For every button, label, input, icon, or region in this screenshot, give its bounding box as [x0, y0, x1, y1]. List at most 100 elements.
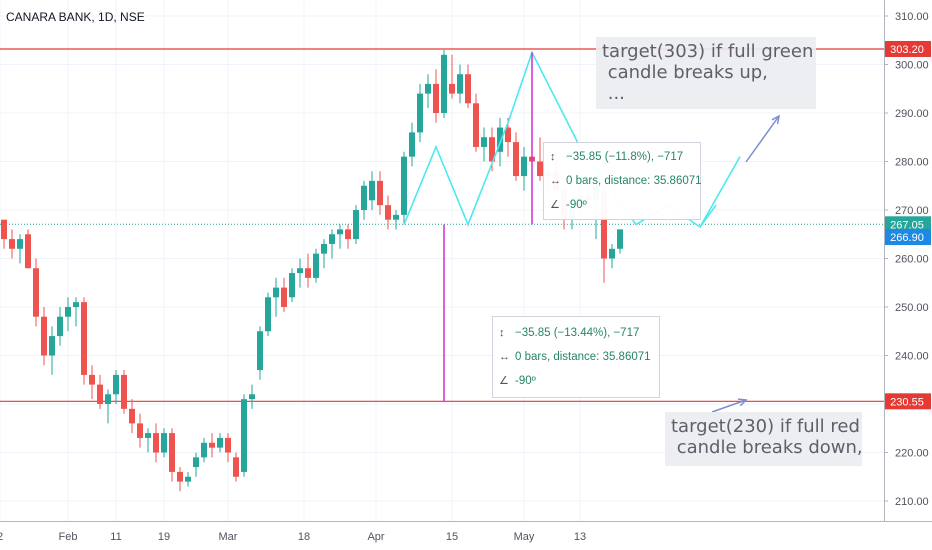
- candle-body: [81, 302, 87, 375]
- candle-body: [65, 307, 71, 317]
- angle-icon: ∠: [550, 199, 560, 211]
- arrow-down: [711, 399, 747, 413]
- candle-body: [73, 302, 79, 307]
- candle-body: [489, 137, 495, 162]
- candle-body: [457, 74, 463, 94]
- candle-body: [385, 205, 391, 220]
- candle-body: [417, 93, 423, 133]
- candle-body: [313, 253, 319, 278]
- candle-body: [161, 433, 167, 453]
- x-tick-label: 18: [298, 531, 310, 543]
- candle-body: [49, 336, 55, 356]
- candle-body: [201, 442, 207, 458]
- candle-body: [113, 374, 119, 395]
- candle-body: [289, 273, 295, 298]
- candle-body: [505, 127, 511, 143]
- candle-body: [305, 268, 311, 278]
- candle-body: [601, 190, 607, 259]
- annotation-lower[interactable]: target(230) if full red candle breaks do…: [665, 412, 863, 466]
- x-tick-label: 2: [0, 531, 3, 543]
- price-label-resistance-bg: [885, 40, 931, 57]
- x-tick-label: 15: [446, 531, 458, 543]
- candle-body: [337, 229, 343, 235]
- candle-body: [377, 180, 383, 206]
- y-tick-label: 210.00: [895, 496, 929, 508]
- candle-body: [193, 457, 199, 468]
- x-tick-label: Apr: [367, 531, 384, 543]
- candle-body: [257, 331, 263, 371]
- candle-body: [265, 297, 271, 332]
- candle-body: [481, 137, 487, 147]
- candle-body: [617, 229, 623, 249]
- price-label-prev-bg: [885, 229, 931, 246]
- candle-body: [521, 156, 527, 177]
- measure-box-small[interactable]: ↕ −35.85 (−11.8%), −717 ↔ 0 bars, distance…: [543, 142, 701, 220]
- annotation-upper[interactable]: target(303) if full green candle breaks …: [596, 37, 816, 109]
- candle-body: [217, 437, 223, 448]
- candle-body: [329, 234, 335, 244]
- candle-body: [57, 316, 63, 337]
- price-label-last: 267.05: [890, 219, 924, 231]
- measure-price-change-small: −35.85 (−11.8%), −717: [566, 151, 684, 163]
- candle-body: [353, 210, 359, 240]
- bars-range-icon: ↔: [550, 175, 561, 187]
- candle-body: [145, 433, 151, 438]
- price-label-last-bg: [885, 216, 931, 233]
- candle-body: [241, 399, 247, 472]
- candle-body: [401, 156, 407, 215]
- x-tick-label: May: [514, 531, 535, 543]
- candle-body: [233, 457, 239, 477]
- candle-body: [297, 268, 303, 274]
- x-tick-label: 13: [574, 531, 586, 543]
- candle-body: [9, 239, 15, 249]
- price-label-support: 230.55: [890, 396, 924, 408]
- candle-body: [273, 287, 279, 298]
- candle-body: [249, 394, 255, 400]
- candle-body: [513, 142, 519, 177]
- candle-body: [97, 384, 103, 404]
- measure-angle-small: -90º: [566, 199, 587, 211]
- x-tick-label: Mar: [219, 531, 238, 543]
- candle-body: [609, 248, 615, 259]
- candle-body: [433, 83, 439, 113]
- measure-distance: 0 bars, distance: 35.86071: [515, 351, 651, 363]
- candle-body: [121, 374, 127, 409]
- price-label-support-bg: [885, 393, 931, 410]
- price-label-prev: 266.90: [890, 232, 924, 244]
- arrow-down-head: [737, 398, 748, 407]
- candles[interactable]: [1, 49, 623, 492]
- candle-body: [425, 83, 431, 94]
- y-tick-label: 280.00: [895, 157, 929, 169]
- price-range-icon: ↕: [499, 327, 505, 339]
- candle-body: [177, 471, 183, 482]
- angle-icon: ∠: [499, 375, 509, 387]
- candle-body: [465, 74, 471, 104]
- measure-box-main[interactable]: ↕ −35.85 (−13.44%), −717 ↔ 0 bars, distanc…: [492, 316, 660, 398]
- candle-body: [41, 316, 47, 356]
- y-tick-label: 290.00: [895, 108, 929, 120]
- bars-range-icon: ↔: [499, 351, 510, 363]
- candle-body: [1, 219, 7, 240]
- y-tick-label: 310.00: [895, 11, 929, 23]
- candle-body: [473, 103, 479, 147]
- y-tick-label: 220.00: [895, 448, 929, 460]
- x-tick-label: 11: [110, 531, 121, 543]
- candle-body: [225, 437, 231, 453]
- y-tick-label: 300.00: [895, 60, 929, 72]
- candle-body: [185, 476, 191, 482]
- arrow-up: [745, 115, 780, 163]
- candle-body: [409, 132, 415, 157]
- candle-body: [497, 127, 503, 152]
- candle-body: [25, 234, 31, 269]
- measure-angle: -90º: [515, 375, 536, 387]
- candle-body: [209, 442, 215, 448]
- candle-body: [369, 180, 375, 201]
- candle-body: [33, 268, 39, 317]
- measure-price-change: −35.85 (−13.44%), −717: [515, 327, 640, 339]
- candle-body: [281, 287, 287, 307]
- chart-title: CANARA BANK, 1D, NSE: [6, 10, 145, 24]
- candle-body: [345, 229, 351, 240]
- candle-body: [105, 394, 111, 404]
